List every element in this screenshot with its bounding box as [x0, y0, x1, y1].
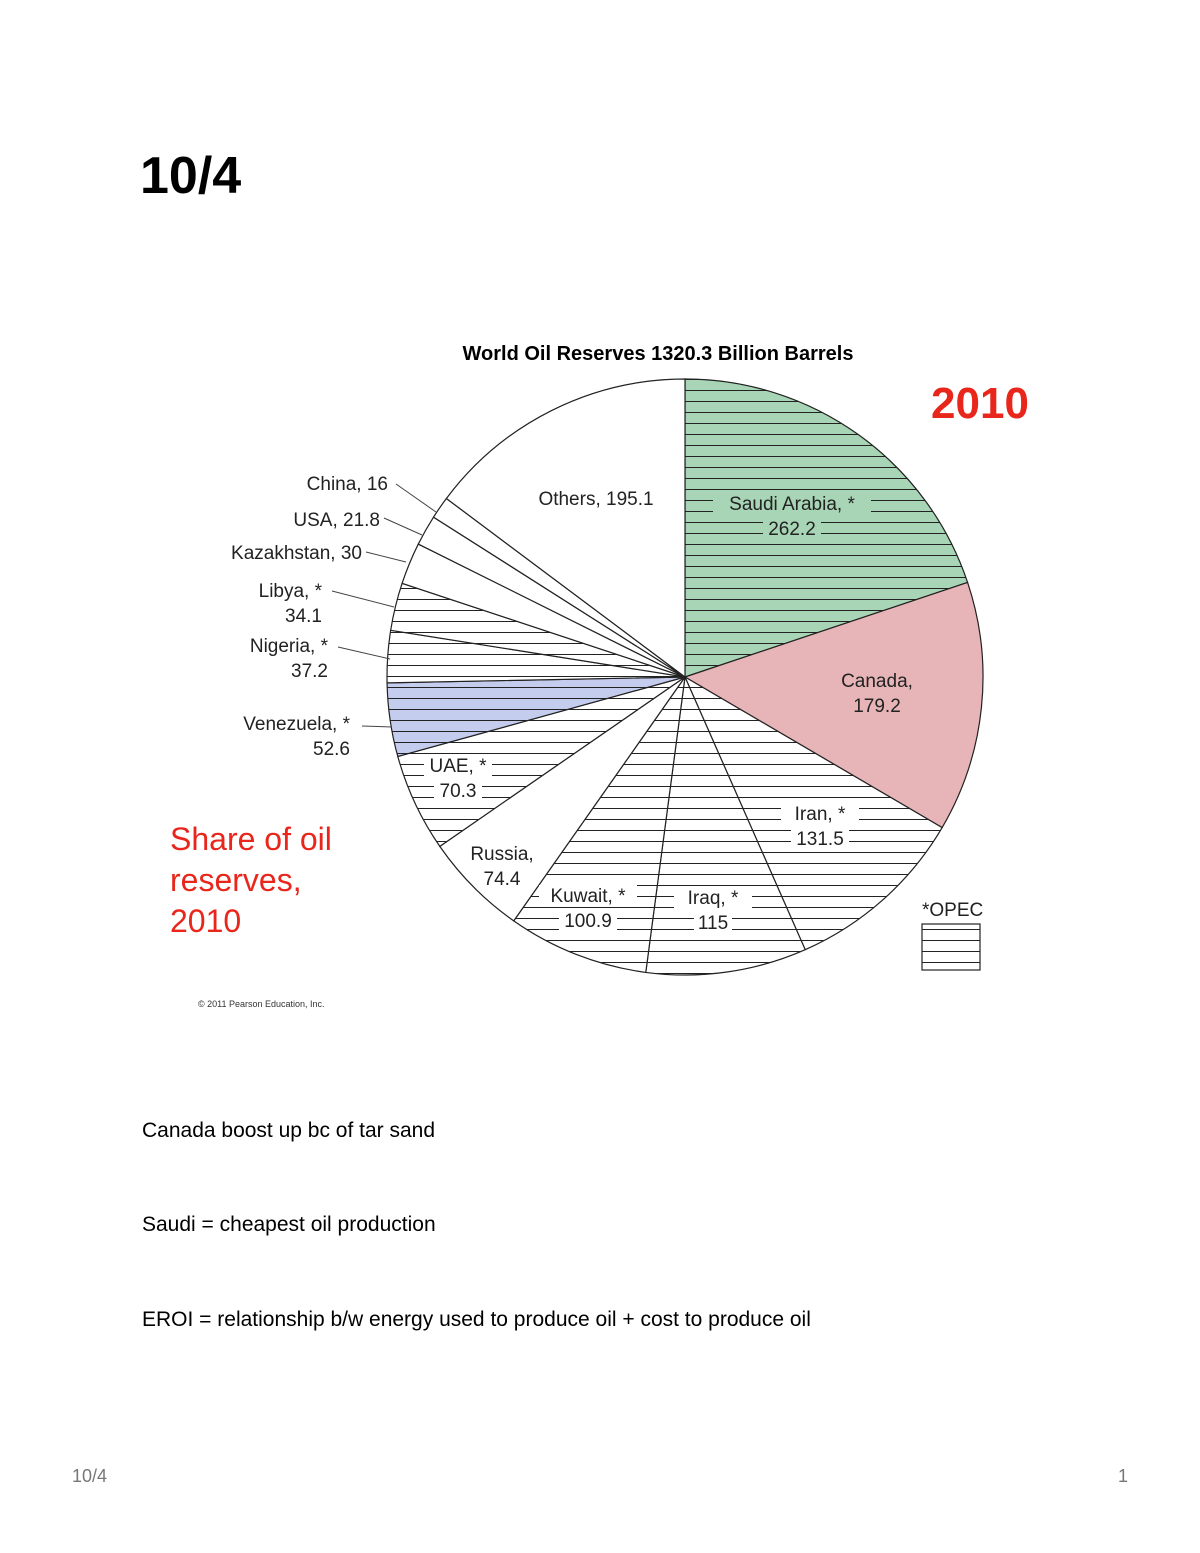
label-backing-iraq — [674, 887, 752, 909]
page-heading: 10/4 — [140, 147, 242, 205]
slice-label-iran: Iran, * — [795, 804, 846, 825]
slice-label-others: Others, 195.1 — [538, 489, 653, 510]
slice-label-libya: 34.1 — [285, 606, 322, 627]
opec-hatch-uae — [397, 677, 685, 847]
slice-label-saudi-arabia: 262.2 — [768, 519, 816, 540]
slice-label-nigeria: Nigeria, * — [250, 636, 329, 657]
leader-line-kazakhstan — [365, 551, 407, 563]
note-saudi: Saudi = cheapest oil production — [142, 1213, 436, 1236]
label-backing-uae — [424, 755, 492, 777]
share-line-2: reserves, — [170, 862, 302, 898]
slice-label-kuwait: 100.9 — [564, 911, 612, 932]
label-backing-saudi-arabia — [713, 493, 871, 515]
slice-label-iraq: 115 — [698, 913, 728, 934]
pie-slices — [386, 378, 984, 976]
leader-line-usa — [383, 517, 423, 536]
leader-line-china — [395, 483, 437, 513]
slice-label-kazakhstan: Kazakhstan, 30 — [231, 543, 362, 564]
leader-lines — [331, 483, 437, 728]
slice-label-kuwait: Kuwait, * — [551, 886, 627, 907]
slice-label-canada: 179.2 — [853, 696, 901, 717]
label-backing-uae — [434, 780, 482, 802]
leader-line-nigeria — [337, 646, 391, 660]
opec-hatch-libya — [390, 583, 685, 677]
year-callout: 2010 — [931, 379, 1029, 428]
share-line-3: 2010 — [170, 903, 241, 939]
opec-hatch-venezuela — [387, 677, 685, 757]
pie-slice-canada — [683, 581, 984, 829]
opec-hatch-saudi-arabia — [685, 379, 968, 677]
copyright-text: © 2011 Pearson Education, Inc. — [198, 999, 325, 1009]
slice-label-russia: Russia, — [470, 844, 533, 865]
slice-label-iraq: Iraq, * — [688, 888, 739, 909]
slice-label-china: China, 16 — [307, 474, 388, 495]
opec-legend-label: *OPEC — [922, 900, 983, 921]
slice-label-libya: Libya, * — [259, 581, 323, 602]
slice-label-saudi-arabia: Saudi Arabia, * — [729, 494, 855, 515]
leader-line-venezuela — [361, 725, 393, 728]
slice-label-uae: 70.3 — [440, 781, 477, 802]
slice-label-nigeria: 37.2 — [291, 661, 328, 682]
slice-label-uae: UAE, * — [429, 756, 487, 777]
slice-label-usa: USA, 21.8 — [293, 510, 380, 531]
note-eroi: EROI = relationship b/w energy used to p… — [142, 1308, 811, 1331]
pie-chart: World Oil Reserves 1320.3 Billion Barrel… — [170, 343, 1029, 1009]
slice-label-venezuela: Venezuela, * — [243, 714, 350, 735]
pie-slice-others — [445, 378, 686, 679]
note-canada: Canada boost up bc of tar sand — [142, 1119, 436, 1142]
label-backing-iran — [781, 803, 859, 825]
chart-title: World Oil Reserves 1320.3 Billion Barrel… — [463, 343, 854, 365]
share-line-1: Share of oil — [170, 821, 332, 857]
footer-page-number: 1 — [1117, 1466, 1128, 1486]
opec-legend-swatch — [921, 923, 981, 971]
label-backing-iran — [791, 828, 849, 850]
oil-reserves-figure: World Oil Reserves 1320.3 Billion Barrel… — [160, 330, 1060, 1030]
slice-labels: Saudi Arabia, * 262.2 Canada, 179.2 Iran, * 1… — [231, 474, 913, 934]
label-backing-iraq — [694, 912, 732, 934]
footer-date: 10/4 — [72, 1466, 108, 1486]
label-backing-kuwait — [559, 910, 617, 932]
slice-label-russia: 74.4 — [484, 869, 521, 890]
leader-line-libya — [331, 590, 395, 608]
slice-label-iran: 131.5 — [796, 829, 844, 850]
slice-label-venezuela: 52.6 — [313, 739, 350, 760]
slice-label-canada: Canada, — [841, 671, 913, 692]
label-backing-saudi-arabia — [763, 518, 821, 540]
label-backing-kuwait — [539, 885, 637, 907]
opec-hatch-nigeria — [387, 630, 685, 683]
